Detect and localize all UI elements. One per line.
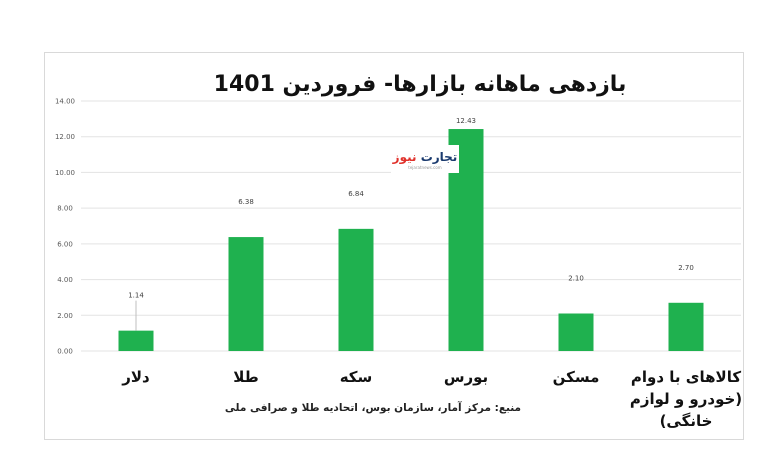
chart-frame: بازدهی ماهانه بازارها- فروردین 1401 0.00… [44, 52, 744, 440]
category-label: دلار [121, 368, 150, 386]
category-label: بورس [444, 368, 488, 386]
watermark-main: تجارت [421, 150, 458, 164]
watermark-sub: tejaratnews.com [408, 165, 442, 170]
category-label: طلا [233, 368, 259, 386]
y-tick-label: 8.00 [57, 205, 73, 213]
bars [118, 129, 704, 351]
y-tick-label: 4.00 [57, 276, 73, 284]
category-label: سکه [340, 368, 373, 386]
source-note: منبع: مرکز آمار، سازمان بوس، اتحادیه طلا… [225, 401, 521, 414]
category-label: کالاهای با دوام [631, 368, 741, 386]
bar [118, 330, 154, 351]
watermark-logo: تجارت نیوز tejaratnews.com [391, 145, 459, 173]
y-tick-label: 0.00 [57, 348, 73, 356]
chart-title: بازدهی ماهانه بازارها- فروردین 1401 [214, 72, 627, 97]
data-labels: 1.14 6.38 6.84 12.43 2.10 2.70 [128, 117, 694, 331]
watermark-text: تجارت نیوز [392, 150, 458, 165]
category-labels: دلار طلا سکه بورس مسکن کالاهای با دوام (خودرو … [121, 368, 742, 430]
y-axis-ticks: 0.00 2.00 4.00 6.00 8.00 10.00 12.00 14.00 [55, 98, 75, 356]
y-tick-label: 14.00 [55, 98, 75, 106]
bar [338, 228, 374, 351]
bar [558, 313, 594, 351]
bar-chart: بازدهی ماهانه بازارها- فروردین 1401 0.00… [55, 72, 742, 430]
watermark-accent: نیوز [392, 150, 417, 165]
y-tick-label: 2.00 [57, 312, 73, 320]
data-label: 6.84 [348, 190, 364, 198]
bar [668, 302, 704, 351]
data-label: 6.38 [238, 198, 254, 206]
grid-lines [81, 100, 741, 352]
bar [228, 237, 264, 351]
category-label: (خودرو و لوازم [630, 390, 742, 408]
data-label: 2.70 [678, 264, 694, 272]
data-label: 12.43 [456, 117, 476, 125]
y-tick-label: 10.00 [55, 169, 75, 177]
category-label: خانگی) [660, 412, 713, 430]
category-label: مسکن [553, 368, 600, 386]
watermark-background [391, 145, 459, 173]
y-tick-label: 6.00 [57, 240, 73, 248]
data-label: 1.14 [128, 292, 144, 300]
y-tick-label: 12.00 [55, 133, 75, 141]
data-label: 2.10 [568, 275, 584, 283]
